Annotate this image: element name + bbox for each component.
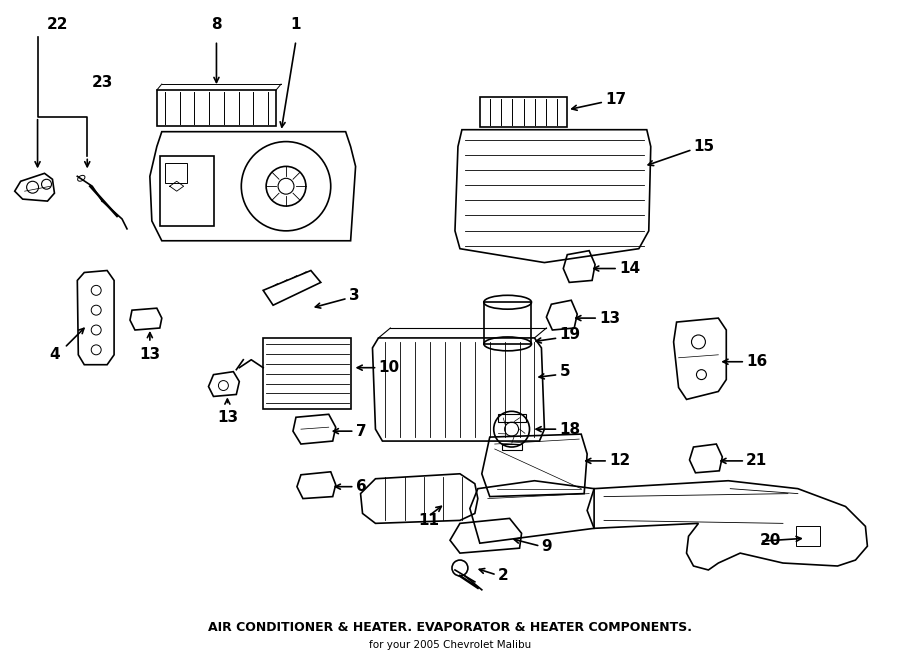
Text: 17: 17 xyxy=(605,93,626,108)
Text: 20: 20 xyxy=(760,533,781,548)
Text: for your 2005 Chevrolet Malibu: for your 2005 Chevrolet Malibu xyxy=(369,641,531,650)
Text: 12: 12 xyxy=(609,453,630,469)
Text: 19: 19 xyxy=(559,327,580,342)
Bar xyxy=(501,444,522,450)
Text: 2: 2 xyxy=(498,568,508,584)
Text: 6: 6 xyxy=(356,479,366,494)
Text: 9: 9 xyxy=(542,539,552,554)
Text: 22: 22 xyxy=(47,17,68,32)
Text: 14: 14 xyxy=(619,261,640,276)
Text: AIR CONDITIONER & HEATER. EVAPORATOR & HEATER COMPONENTS.: AIR CONDITIONER & HEATER. EVAPORATOR & H… xyxy=(208,621,692,634)
Bar xyxy=(498,414,526,422)
Text: 16: 16 xyxy=(746,354,768,369)
Text: 11: 11 xyxy=(418,513,439,528)
Text: 13: 13 xyxy=(217,410,238,425)
Text: 3: 3 xyxy=(348,288,359,303)
Bar xyxy=(480,97,567,127)
Text: 18: 18 xyxy=(559,422,580,437)
Text: 15: 15 xyxy=(694,139,715,154)
Text: 23: 23 xyxy=(92,75,113,90)
Text: 4: 4 xyxy=(50,347,59,362)
Bar xyxy=(160,157,214,226)
Text: 5: 5 xyxy=(559,364,570,379)
Text: 7: 7 xyxy=(356,424,366,439)
Bar xyxy=(263,338,351,409)
Text: 10: 10 xyxy=(378,360,400,375)
Bar xyxy=(796,526,820,546)
Text: 1: 1 xyxy=(291,17,302,32)
Text: 8: 8 xyxy=(212,17,221,32)
Text: 13: 13 xyxy=(599,311,620,326)
Text: 13: 13 xyxy=(140,347,160,362)
Text: 21: 21 xyxy=(746,453,768,469)
Bar xyxy=(157,90,276,126)
Bar xyxy=(484,302,532,344)
Bar xyxy=(165,163,186,183)
